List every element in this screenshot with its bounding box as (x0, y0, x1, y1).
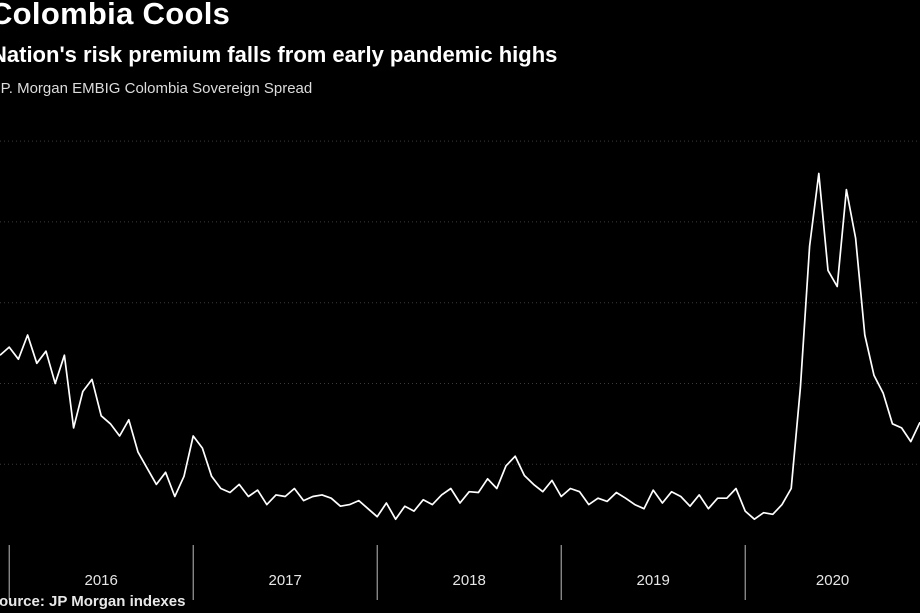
chart-subtitle: Nation's risk premium falls from early p… (0, 42, 558, 67)
x-tick-label: 2020 (816, 572, 849, 589)
source-note: Source: JP Morgan indexes (0, 593, 186, 610)
series-layer (0, 172, 920, 521)
x-tick-label: 2019 (637, 572, 670, 589)
x-tick-label: 2018 (453, 572, 486, 589)
legend-label: J.P. Morgan EMBIG Colombia Sovereign Spr… (0, 80, 313, 97)
gridlines (0, 140, 920, 465)
x-axis: 2016 2017 2018 2019 2020 (8, 545, 849, 600)
x-tick-label: 2017 (269, 572, 302, 589)
series-line-embig-colombia (0, 172, 920, 521)
chart-title: Colombia Cools (0, 0, 231, 31)
x-tick-label: 2016 (85, 572, 118, 589)
